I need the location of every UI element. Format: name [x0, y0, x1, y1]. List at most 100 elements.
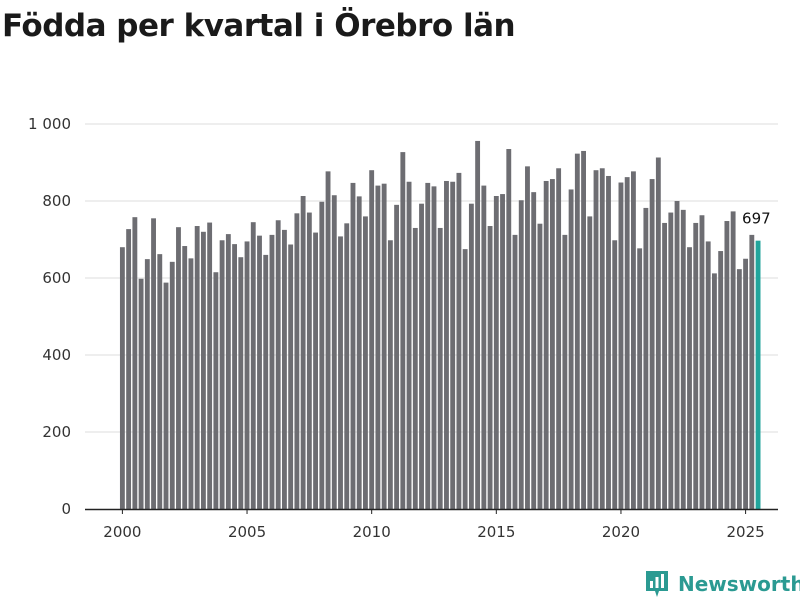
bar [481, 185, 487, 509]
y-tick-label: 400 [42, 346, 71, 364]
bar [643, 207, 649, 509]
bar [375, 185, 381, 509]
x-tick-label: 2010 [353, 523, 391, 541]
bar [144, 259, 150, 509]
bar [743, 258, 749, 509]
bar [693, 222, 699, 509]
bar [387, 240, 393, 509]
data-labels: 697 [742, 210, 771, 228]
bar [119, 247, 125, 509]
bar [381, 183, 387, 509]
bar [419, 203, 424, 509]
bar [319, 201, 325, 509]
bar [568, 189, 574, 509]
bar [188, 258, 194, 509]
bar [749, 234, 755, 509]
bar [431, 186, 437, 509]
bar [662, 222, 668, 509]
x-axis: 2000 2005 2010 2015 2020 2025 [85, 508, 778, 541]
bar [356, 196, 362, 509]
bar [531, 192, 537, 509]
bar [699, 215, 705, 509]
bar [512, 234, 518, 509]
bar [132, 217, 138, 510]
bar [736, 269, 742, 509]
bar [637, 248, 643, 509]
bar [269, 234, 275, 509]
bar [306, 212, 312, 510]
bar [238, 257, 244, 509]
bar [525, 166, 530, 509]
bar [213, 272, 219, 509]
bar [313, 232, 319, 509]
bar [425, 182, 431, 509]
bar [562, 234, 568, 509]
bar [450, 181, 456, 509]
bar [294, 213, 300, 509]
bar [599, 168, 605, 509]
bar [444, 180, 449, 510]
bar [350, 182, 356, 509]
bar [468, 203, 474, 509]
bar [369, 170, 375, 509]
bars [119, 140, 761, 510]
bar [163, 282, 169, 509]
bar [182, 246, 188, 510]
bar [412, 227, 418, 509]
bar [649, 179, 655, 509]
bar [176, 227, 181, 509]
bar [549, 179, 555, 509]
bar-highlight [755, 240, 761, 509]
x-tick-label: 2025 [726, 523, 764, 541]
y-tick-label: 0 [61, 500, 71, 518]
bar [500, 194, 505, 509]
chart-title: Födda per kvartal i Örebro län [2, 8, 516, 44]
bar-chart-icon [646, 571, 668, 597]
x-tick-label: 2020 [602, 523, 640, 541]
bar [194, 226, 200, 509]
bar [300, 196, 306, 509]
bar [587, 216, 593, 509]
x-tick-label: 2000 [103, 523, 141, 541]
bar [157, 254, 163, 509]
y-axis: 0 200 400 600 800 1 000 [28, 115, 71, 518]
bar [705, 241, 711, 509]
bar [257, 235, 262, 509]
bar [325, 171, 331, 510]
bar [169, 261, 175, 509]
bar [288, 244, 294, 509]
x-tick-label: 2005 [228, 523, 266, 541]
y-tick-label: 200 [42, 423, 71, 441]
bar [225, 234, 231, 510]
bar [250, 222, 256, 509]
bar [606, 175, 611, 510]
bar [537, 223, 543, 509]
bar [244, 241, 250, 509]
brand-logo[interactable]: Newsworthy [644, 569, 800, 599]
bar [593, 170, 599, 509]
bar [344, 223, 350, 509]
bar [138, 278, 144, 509]
bar [437, 227, 443, 509]
bar [406, 181, 412, 509]
y-tick-label: 800 [42, 192, 71, 210]
y-tick-label: 1 000 [28, 115, 71, 133]
bar [394, 204, 400, 509]
bar [462, 249, 468, 510]
bar [718, 251, 724, 510]
bar [674, 201, 680, 509]
bar [712, 273, 717, 509]
bar [338, 236, 343, 510]
bar [655, 157, 661, 509]
bar [363, 216, 368, 509]
bar [630, 171, 636, 510]
bar [487, 226, 493, 509]
bar [581, 150, 586, 509]
bar [281, 229, 287, 510]
data-label: 697 [742, 210, 771, 228]
bar [331, 195, 337, 510]
bar [612, 240, 618, 509]
bar [263, 254, 269, 509]
bar [543, 180, 549, 510]
bar [126, 229, 132, 510]
